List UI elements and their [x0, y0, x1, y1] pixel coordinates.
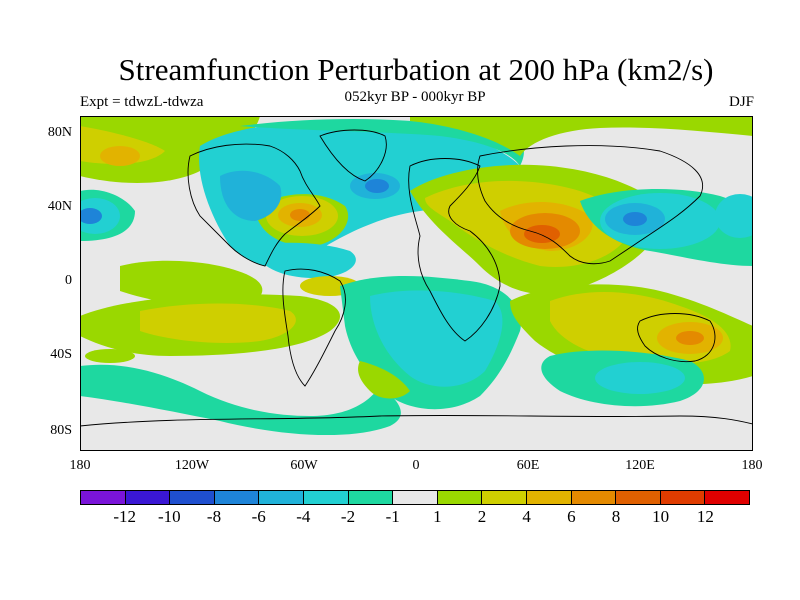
colorbar-label: -4	[296, 507, 311, 526]
colorbar-label: -12	[113, 507, 136, 526]
x-tick-60e: 60E	[516, 458, 540, 473]
contour-neg-subtropical-atlantic	[250, 242, 356, 279]
x-tick-60w: 60W	[290, 458, 318, 473]
contour-pos2-south-pacific	[140, 303, 296, 343]
plot-title: Streamfunction Perturbation at 200 hPa (…	[118, 52, 714, 87]
colorbar-swatch	[259, 491, 304, 504]
contour-pos6-west-atlantic	[290, 209, 310, 221]
colorbar-swatch	[348, 491, 394, 504]
streamfunction-map	[80, 116, 753, 451]
contour-pos-west-southern	[85, 349, 135, 363]
colorbar-swatch	[437, 491, 483, 504]
colorbar-label: -8	[206, 507, 222, 526]
colorbar-swatch	[303, 491, 349, 504]
colorbar-swatch	[705, 491, 749, 504]
colorbar-swatch	[170, 491, 215, 504]
plot-subtitle: 052kyr BP - 000kyr BP	[344, 89, 486, 105]
colorbar-label: 8	[611, 507, 621, 526]
contour-fills	[80, 116, 753, 436]
south-america-coast	[282, 268, 346, 387]
colorbar-label: 2	[477, 507, 487, 526]
colorbar-label: 1	[433, 507, 442, 526]
colorbar-swatch	[526, 491, 572, 504]
y-tick-40n: 40N	[47, 199, 72, 214]
colorbar-label: -1	[385, 507, 400, 526]
colorbar-swatch	[393, 491, 438, 504]
contour-neg1-north-atlantic-rim	[240, 119, 524, 166]
colorbar-label: -10	[157, 507, 181, 526]
colorbar-label: -2	[340, 507, 356, 526]
colorbar-swatch	[660, 491, 706, 504]
colorbar-swatch	[571, 491, 617, 504]
y-tick-80s: 80S	[50, 423, 72, 438]
coastlines	[80, 129, 753, 427]
europe-africa-coast	[408, 158, 501, 342]
colorbar-swatch	[616, 491, 661, 504]
colorbar-label: -6	[251, 507, 266, 526]
y-tick-40s: 40S	[50, 347, 72, 362]
y-tick-0: 0	[65, 273, 72, 288]
colorbar-label: 12	[696, 507, 714, 526]
contour-pos6-australia	[676, 331, 704, 345]
y-tick-80n: 80N	[47, 125, 72, 140]
colorbar-swatch	[81, 491, 126, 504]
season-label: DJF	[728, 94, 754, 110]
contour-neg2-south-atlantic	[370, 290, 503, 387]
contour-neg6-east-asia	[623, 212, 647, 226]
antarctica-coast	[80, 414, 753, 427]
colorbar-swatch	[125, 491, 171, 504]
experiment-label: Expt = tdwzL-tdwza	[80, 94, 204, 110]
x-tick-0: 0	[412, 458, 420, 473]
colorbar-label: 6	[567, 507, 576, 526]
colorbar	[80, 490, 750, 505]
contour-pos8-tibet	[524, 225, 560, 243]
asia-coast	[477, 145, 703, 265]
contour-neg-north-america	[220, 170, 282, 221]
australia-coast	[637, 313, 716, 363]
contour-pos-north-pacific	[80, 116, 260, 183]
contour-pos4-bering	[100, 146, 140, 166]
map-border	[80, 116, 753, 451]
contour-neg2-southern-indian	[595, 362, 685, 394]
greenland-coast	[319, 129, 387, 182]
colorbar-label: 10	[652, 507, 670, 526]
x-tick-180w: 180	[69, 458, 91, 473]
x-tick-120e: 120E	[625, 458, 655, 473]
x-tick-180e: 180	[741, 458, 763, 473]
colorbar-swatch	[214, 491, 260, 504]
contour-pos-arctic	[410, 116, 753, 156]
x-tick-120w: 120W	[174, 458, 210, 473]
contour-neg6-core	[365, 179, 389, 193]
colorbar-swatch	[482, 491, 527, 504]
colorbar-label: 4	[522, 507, 531, 526]
contour-neg6-west-pacific	[80, 208, 102, 224]
contour-pos-southern-ocean	[358, 361, 410, 399]
north-america-coast	[187, 143, 321, 267]
contour-neg2-date-line-east	[715, 194, 753, 238]
